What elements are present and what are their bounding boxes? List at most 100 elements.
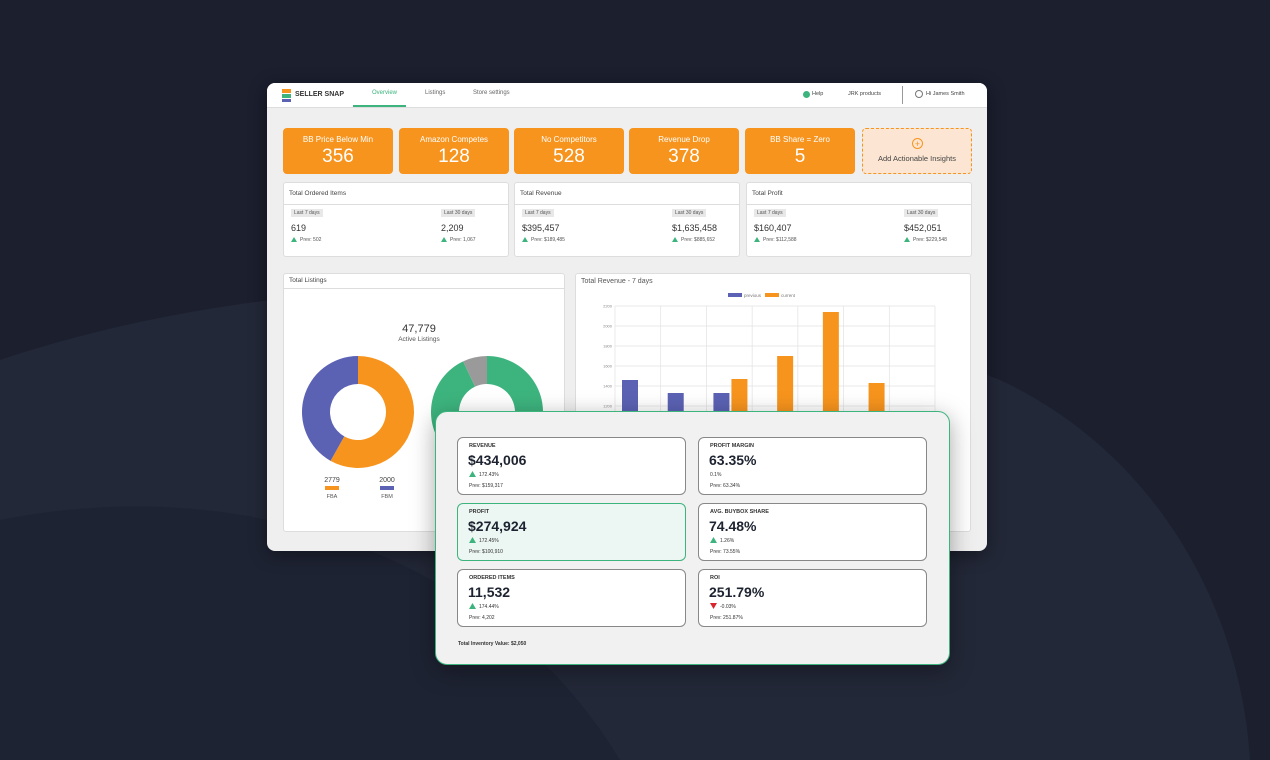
metric-prev: Prev: $159,317 <box>469 483 503 489</box>
range-chip[interactable]: Last 30 days <box>672 209 707 217</box>
chart <box>469 471 476 477</box>
metric-prev: Prev: 63.34% <box>710 483 741 489</box>
insight-value: 5 <box>794 146 806 167</box>
divider <box>902 86 903 104</box>
panel-title: Total Revenue <box>520 190 562 197</box>
period-prev: Prev: $229,548 <box>913 237 947 243</box>
chart <box>754 237 760 242</box>
up-arrow <box>710 537 717 543</box>
insight-label: Amazon Competes <box>419 135 489 144</box>
nav-tab[interactable]: Overview <box>372 90 398 96</box>
metric-card[interactable]: PROFIT MARGIN 63.35% 0.1% Prev: 63.34% <box>698 437 927 495</box>
metric-card[interactable]: PROFIT $274,924 172.45% Prev: $100,910 <box>457 503 686 561</box>
insight-label: No Competitors <box>541 135 597 144</box>
period-prev: Prev: 502 <box>300 237 322 243</box>
summary-panel: Total Profit Last 7 days $160,407 Prev: $11… <box>746 182 972 257</box>
metric-card[interactable]: REVENUE $434,006 172.43% Prev: $159,317 <box>457 437 686 495</box>
range-chip[interactable]: Last 7 days <box>754 209 786 217</box>
metric-value: 11,532 <box>468 584 511 600</box>
metric-card[interactable]: AVG. BUYBOX SHARE 74.48% 1.26% Prev: 73.55% <box>698 503 927 561</box>
insight-card[interactable]: Amazon Competes 128 <box>399 128 509 174</box>
panel-title: Total Revenue - 7 days <box>581 278 653 285</box>
period-prev: Prev: $885,652 <box>681 237 715 243</box>
panel-rule <box>284 288 564 289</box>
insight-label: Revenue Drop <box>658 135 710 144</box>
y-tick-label: 1600 <box>603 364 613 369</box>
metric-title: ROI <box>710 575 720 581</box>
brand: SELLER SNAP <box>295 91 345 98</box>
nav-tab[interactable]: Store settings <box>473 90 510 96</box>
metric-prev: Prev: 251.87% <box>710 615 743 621</box>
insight-card[interactable]: No Competitors 528 <box>514 128 624 174</box>
metric-change: 1.26% <box>720 538 735 544</box>
logo-stripe <box>282 99 291 102</box>
chart <box>469 603 476 609</box>
metrics-popup: REVENUE $434,006 172.43% Prev: $159,317 PROF… <box>435 411 950 665</box>
donut-slice <box>463 356 487 387</box>
panel-rule <box>747 204 971 205</box>
user-menu[interactable]: Hi James Smith <box>926 91 965 97</box>
chart <box>672 237 678 242</box>
metric-value: $274,924 <box>468 518 527 534</box>
metric-card[interactable]: ORDERED ITEMS 11,532 174.44% Prev: 4,202 <box>457 569 686 627</box>
chart <box>291 237 297 242</box>
range-chip[interactable]: Last 30 days <box>441 209 476 217</box>
period-value: $160,407 <box>754 223 792 233</box>
legend-label: FBA <box>327 494 338 500</box>
period-value: $395,457 <box>522 223 560 233</box>
range-chip[interactable]: Last 7 days <box>291 209 323 217</box>
nav-tab[interactable]: Listings <box>425 90 446 96</box>
up-arrow <box>291 237 297 242</box>
legend-swatch <box>728 293 742 297</box>
down-arrow <box>710 603 717 609</box>
period-prev: Prev: 1,067 <box>450 237 476 243</box>
legend-swatch <box>765 293 779 297</box>
y-tick-label: 2000 <box>603 324 613 329</box>
insight-card[interactable]: Revenue Drop 378 <box>629 128 739 174</box>
panel-title: Total Listings <box>289 277 327 284</box>
summary-panel: Total Revenue Last 7 days $395,457 Prev: $1… <box>514 182 740 257</box>
help-menu[interactable]: Help <box>812 91 824 97</box>
chart <box>710 603 717 609</box>
legend-swatch <box>380 486 394 490</box>
insight-label: BB Share = Zero <box>770 135 830 144</box>
up-arrow <box>469 537 476 543</box>
insight-card[interactable]: BB Share = Zero 5 <box>745 128 855 174</box>
metric-value: 63.35% <box>709 452 757 468</box>
metric-change: -0.03% <box>720 604 736 610</box>
legend-label: FBM <box>381 494 393 500</box>
account-menu[interactable]: JRK products <box>848 91 882 97</box>
legend-label: current <box>781 293 796 298</box>
metric-title: REVENUE <box>469 443 496 449</box>
add-insight-card[interactable]: + Add Actionable Insights <box>862 128 972 174</box>
chart <box>441 237 447 242</box>
panel-rule <box>515 204 739 205</box>
legend-value: 2779 <box>324 477 340 484</box>
metric-title: ORDERED ITEMS <box>469 575 515 581</box>
metric-card[interactable]: ROI 251.79% -0.03% Prev: 251.87% <box>698 569 927 627</box>
metric-change: 0.1% <box>710 472 722 478</box>
up-arrow <box>469 603 476 609</box>
metric-change: 172.45% <box>479 538 499 544</box>
listings-total: 47,779 <box>402 323 436 335</box>
metric-value: 74.48% <box>709 518 757 534</box>
y-tick-label: 1400 <box>603 384 613 389</box>
insight-value: 378 <box>668 146 700 167</box>
panel-rule <box>284 204 508 205</box>
logo-stripe <box>282 94 291 98</box>
period-prev: Prev: $189,485 <box>531 237 565 243</box>
panel-title: Total Ordered Items <box>289 190 347 197</box>
metric-prev: Prev: 73.55% <box>710 549 741 555</box>
range-chip[interactable]: Last 7 days <box>522 209 554 217</box>
up-arrow <box>522 237 528 242</box>
insight-value: 528 <box>553 146 585 167</box>
up-arrow <box>672 237 678 242</box>
y-tick-label: 1800 <box>603 344 613 349</box>
metrics-footer: Total Inventory Value: $2,050 <box>458 641 527 647</box>
insight-card[interactable]: BB Price Below Min 356 <box>283 128 393 174</box>
help-icon <box>803 91 810 98</box>
panel-title: Total Profit <box>752 190 783 197</box>
range-chip[interactable]: Last 30 days <box>904 209 939 217</box>
y-tick-label: 1200 <box>603 404 613 409</box>
